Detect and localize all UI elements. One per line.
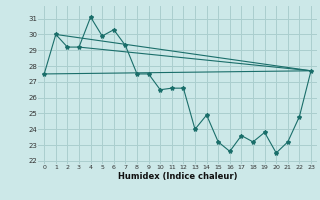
- X-axis label: Humidex (Indice chaleur): Humidex (Indice chaleur): [118, 172, 237, 181]
